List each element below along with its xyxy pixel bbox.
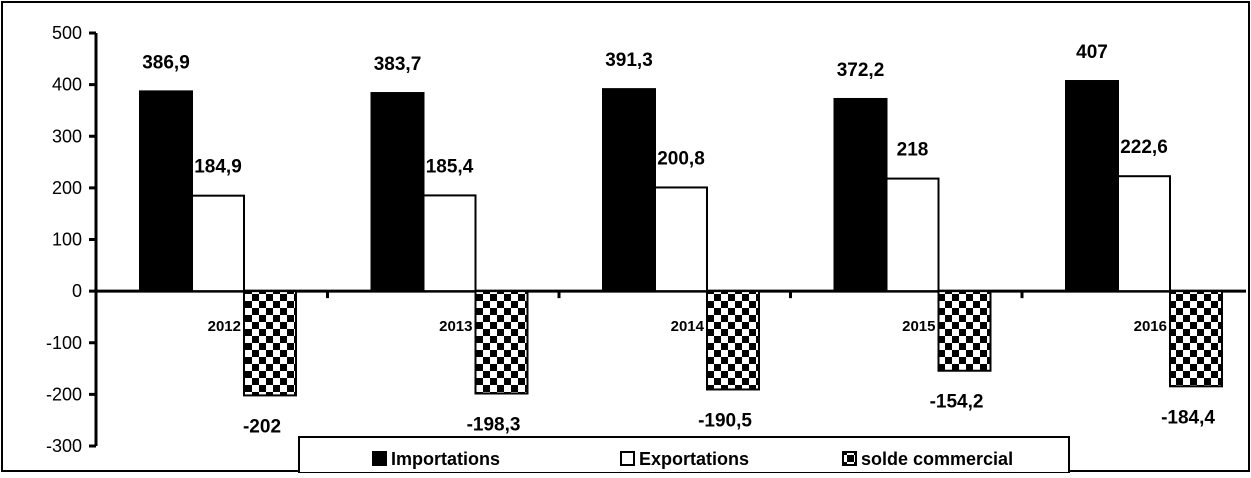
bar-importations-2015 bbox=[833, 97, 888, 293]
bars bbox=[139, 80, 1223, 397]
bar-solde-commercial-2012 bbox=[243, 290, 297, 397]
data-label-importations-2016: 407 bbox=[1076, 42, 1108, 63]
bar-importations-2014 bbox=[602, 88, 656, 293]
bar-exportations-2014 bbox=[654, 186, 708, 293]
legend-box bbox=[298, 436, 1070, 474]
y-tick-label: -300 bbox=[46, 436, 82, 456]
data-label-importations-2012: 386,9 bbox=[142, 52, 190, 73]
bar-exportations-2016 bbox=[1117, 175, 1171, 293]
bar-importations-2012 bbox=[139, 90, 193, 293]
y-tick-label: -200 bbox=[46, 384, 82, 404]
bar-exportations-2015 bbox=[885, 177, 940, 293]
y-axis: 500 400 300 200 100 0 -100 -200 -300 bbox=[46, 23, 98, 456]
y-tick-label: 100 bbox=[52, 230, 82, 250]
legend-swatch-importations bbox=[372, 451, 387, 466]
data-label-importations-2014: 391,3 bbox=[605, 50, 653, 71]
bar-exportations-2012 bbox=[191, 194, 245, 293]
category-label-2014: 2014 bbox=[671, 318, 705, 335]
data-label-solde-commercial-2013: -198,3 bbox=[467, 414, 521, 435]
legend: Importations Exportations solde commercial bbox=[298, 436, 1070, 474]
data-label-solde-commercial-2012: -202 bbox=[243, 416, 281, 437]
y-tick-label: 300 bbox=[52, 126, 82, 146]
bar-solde-commercial-2016 bbox=[1169, 290, 1223, 388]
category-label-2013: 2013 bbox=[439, 318, 472, 335]
data-label-exportations-2015: 218 bbox=[897, 140, 929, 161]
bar-importations-2016 bbox=[1065, 80, 1119, 293]
bar-solde-commercial-2013 bbox=[474, 290, 529, 395]
data-label-solde-commercial-2014: -190,5 bbox=[698, 410, 752, 431]
legend-label-importations: Importations bbox=[391, 449, 500, 469]
category-label-2016: 2016 bbox=[1134, 318, 1167, 335]
bar-importations-2013 bbox=[370, 92, 425, 293]
y-tick-label: 0 bbox=[72, 281, 82, 301]
y-tick-label: 500 bbox=[52, 23, 82, 43]
y-tick-label: 400 bbox=[52, 75, 82, 95]
data-label-exportations-2016: 222,6 bbox=[1120, 137, 1168, 158]
data-label-importations-2015: 372,2 bbox=[837, 60, 885, 81]
bar-solde-commercial-2015 bbox=[937, 290, 992, 372]
legend-label-exportations: Exportations bbox=[639, 449, 749, 469]
legend-swatch-exportations bbox=[620, 451, 635, 466]
bar-solde-commercial-2014 bbox=[706, 290, 760, 391]
data-label-exportations-2012: 184,9 bbox=[194, 157, 242, 178]
data-label-exportations-2014: 200,8 bbox=[657, 148, 705, 169]
legend-swatch-solde-commercial bbox=[842, 451, 857, 466]
data-label-solde-commercial-2015: -154,2 bbox=[930, 392, 984, 413]
category-label-2012: 2012 bbox=[208, 318, 241, 335]
y-tick-label: 200 bbox=[52, 178, 82, 198]
legend-label-solde-commercial: solde commercial bbox=[861, 449, 1013, 469]
data-label-exportations-2013: 185,4 bbox=[426, 156, 474, 177]
y-tick-label: -100 bbox=[46, 333, 82, 353]
data-label-solde-commercial-2016: -184,4 bbox=[1161, 407, 1215, 428]
data-labels: 386,9 184,9 -202 383,7 185,4 -198,3 391,3 200,8… bbox=[142, 42, 1215, 437]
category-label-2015: 2015 bbox=[902, 318, 935, 335]
bar-exportations-2013 bbox=[422, 194, 477, 293]
data-label-importations-2013: 383,7 bbox=[374, 54, 422, 75]
